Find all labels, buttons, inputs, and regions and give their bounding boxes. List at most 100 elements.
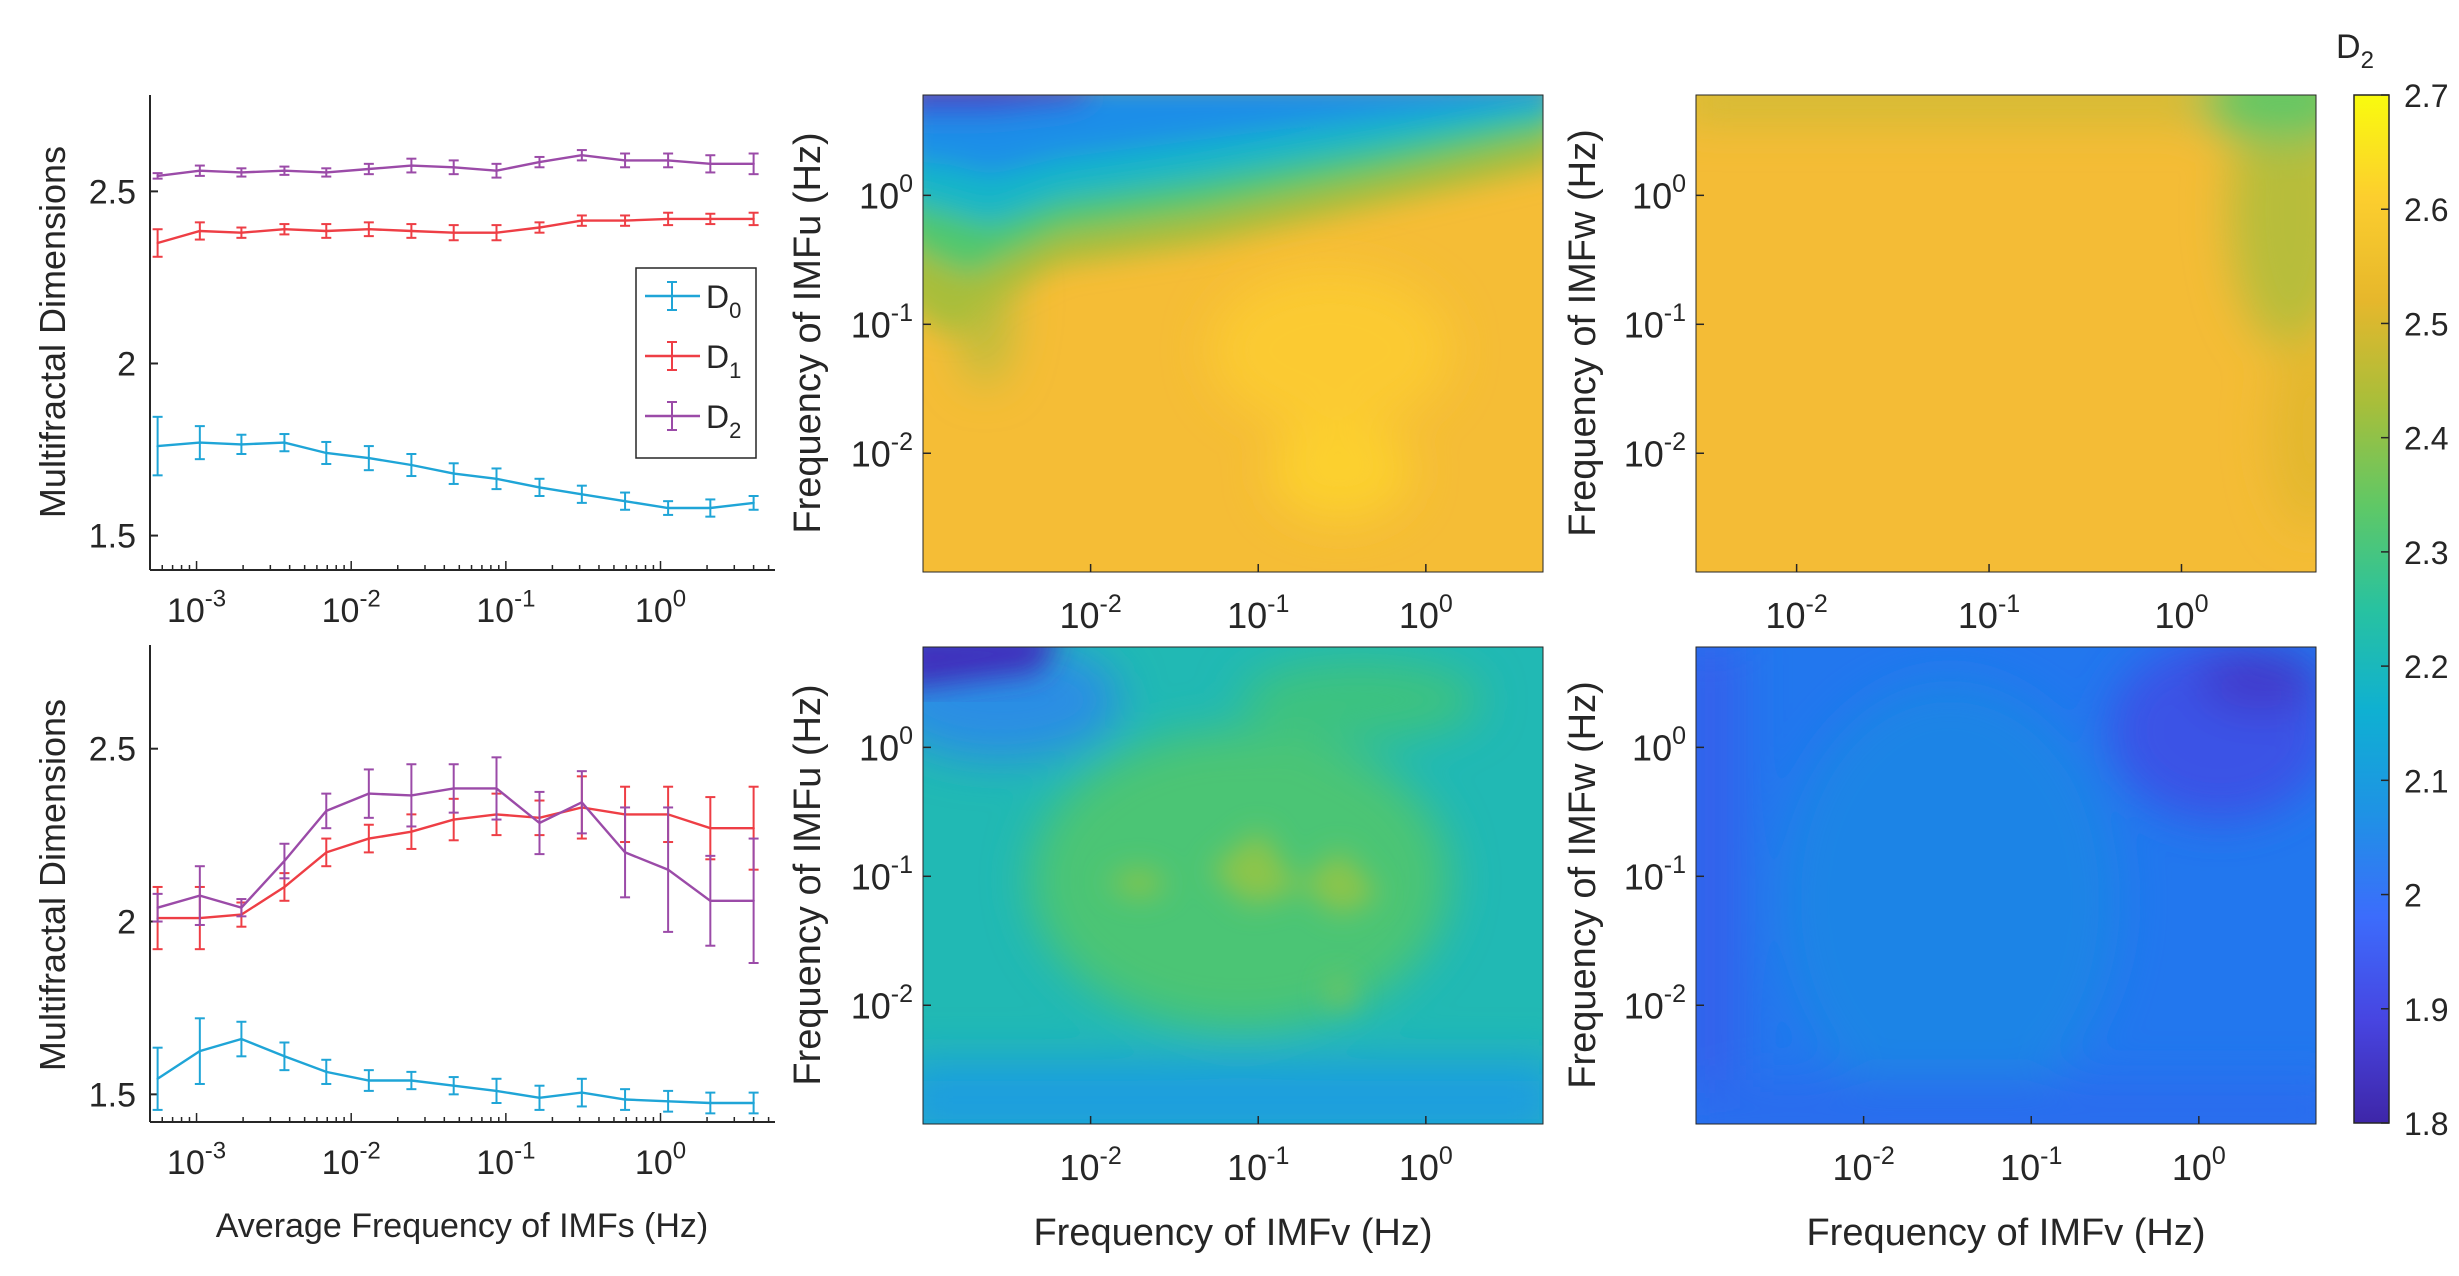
heatmap-center-band [1780, 680, 2120, 1120]
x-ticks: 10-2 10-1 100 [1059, 564, 1453, 636]
data-point-d1 [666, 217, 670, 221]
data-point-d2 [367, 167, 371, 171]
data-point-d2 [666, 868, 670, 871]
x-tick-label: 100 [635, 1138, 686, 1182]
x-axis-label: Frequency of IMFv (Hz) [1033, 1212, 1432, 1254]
x-tick-label: 10-3 [167, 586, 226, 630]
data-point-d0 [240, 1037, 243, 1041]
data-point-d2 [325, 809, 328, 813]
data-point-d0 [156, 444, 159, 448]
colorbar-tick-label: 2.7 [2404, 78, 2448, 114]
data-point-d2 [325, 171, 328, 174]
data-point-d0 [580, 493, 584, 496]
legend-entry-d0: D0 [706, 279, 741, 323]
heatmap-field [923, 95, 1543, 572]
data-point-d0 [240, 443, 243, 446]
colorbar-tick-label: 2.3 [2404, 535, 2448, 571]
x-tick-label-exp: -1 [1267, 1142, 1289, 1170]
colorbar-label: D2 [2336, 28, 2374, 74]
data-point-d2 [495, 169, 498, 172]
y-tick-label: 10-2 [1624, 980, 1686, 1026]
y-ticks: 1.5 2 2.5 [89, 731, 158, 1114]
band-corner [923, 95, 1087, 112]
colorbar-tick-label: 1.9 [2404, 992, 2448, 1028]
data-point-d1 [367, 837, 371, 840]
y-tick-label: 10-2 [1624, 428, 1686, 474]
data-point-d2 [367, 792, 371, 795]
top-left-line-panel: 1.522.5 10-3 10-2 10-1 100 Multifractal Dim… [32, 95, 775, 630]
x-tick-label: 10-1 [1227, 590, 1289, 636]
y-tick-label: 10-2 [851, 980, 913, 1026]
y-tick-label-exp: 0 [1672, 170, 1686, 198]
y-tick-label: 100 [859, 722, 913, 768]
data-point-d1 [240, 231, 243, 234]
heatmap-top-green [1240, 660, 1480, 740]
data-point-d0 [367, 456, 371, 460]
x-tick-label-base: 10 [1765, 595, 1805, 636]
x-tick-label-base: 10 [322, 1144, 360, 1182]
x-tick-label-exp: 0 [673, 586, 686, 613]
data-point-d2 [198, 169, 202, 172]
data-point-d2 [452, 166, 455, 169]
y-tick-label: 10-1 [851, 299, 913, 345]
heatmap-peak [1325, 975, 1355, 1010]
y-tick-label-base: 10 [851, 985, 891, 1026]
y-tick-label-exp: -2 [891, 428, 913, 456]
x-tick-label: 10-1 [1227, 1142, 1289, 1188]
x-tick-label-exp: -2 [1873, 1142, 1895, 1170]
y-tick-label-base: 10 [1632, 727, 1672, 768]
heatmap-base [1696, 95, 2316, 572]
heatmap-field [1696, 95, 2316, 572]
x-tick-label-base: 10 [2000, 1147, 2040, 1188]
x-tick-label-base: 10 [2172, 1147, 2212, 1188]
data-point-d0 [325, 1070, 328, 1074]
data-point-d2 [580, 154, 584, 157]
x-axis-label: Average Frequency of IMFs (Hz) [216, 1207, 709, 1245]
x-tick-label: 100 [2172, 1142, 2226, 1188]
x-ticks: 10-2 10-1 100 [1765, 564, 2208, 636]
data-point-d0 [666, 506, 670, 510]
x-tick-label-base: 10 [1399, 1147, 1439, 1188]
data-point-d0 [495, 477, 498, 480]
x-tick-label-base: 10 [635, 1144, 673, 1182]
x-tick-label-exp: -3 [205, 586, 226, 613]
x-tick-label-base: 10 [1059, 1147, 1099, 1188]
band-blue [923, 95, 1543, 175]
data-point-d2 [666, 159, 670, 162]
heatmap-corner [923, 647, 1052, 687]
x-tick-label: 100 [2155, 590, 2209, 636]
colorbar-ticks: 2.7 2.6 2.5 2.4 2.3 2.2 2.1 2 1.9 1.8 [2381, 78, 2448, 1142]
series-line-d2 [157, 153, 754, 178]
x-tick-label-exp: -2 [1806, 590, 1828, 618]
y-tick-label-exp: 0 [899, 170, 913, 198]
data-point-d2 [283, 169, 286, 172]
x-tick-label-base: 10 [2155, 595, 2195, 636]
data-point-d1 [752, 826, 755, 830]
x-tick-label: 10-2 [322, 1138, 381, 1182]
heatmap-left-edge [1696, 647, 1740, 1124]
x-ticks: 10-2 10-1 100 [1832, 1116, 2226, 1188]
data-point-d2 [623, 851, 627, 854]
y-tick-label: 1.5 [89, 1076, 136, 1114]
y-tick-label: 1.5 [89, 518, 136, 556]
data-point-d0 [752, 501, 755, 505]
y-tick-label-exp: -2 [1664, 980, 1686, 1008]
y-tick-label-exp: -2 [1664, 428, 1686, 456]
heatmap-bottom-band [1696, 1080, 2316, 1124]
y-tick-label: 10-1 [1624, 851, 1686, 897]
x-ticks: 10-3 10-2 10-1 100 [149, 561, 770, 630]
heatmap-frame [1695, 94, 2317, 573]
y-tick-label-exp: -1 [1664, 299, 1686, 327]
x-tick-label-exp: 0 [2212, 1142, 2226, 1170]
heatmap-peak [1300, 850, 1380, 915]
x-tick-label-exp: -2 [359, 1138, 380, 1165]
data-point-d0 [198, 441, 202, 444]
colorbar-tick-label: 2.4 [2404, 421, 2448, 457]
data-point-d0 [410, 1079, 413, 1082]
y-tick-label-base: 10 [1624, 433, 1664, 474]
data-point-d1 [452, 231, 455, 234]
data-point-d1 [538, 226, 541, 229]
